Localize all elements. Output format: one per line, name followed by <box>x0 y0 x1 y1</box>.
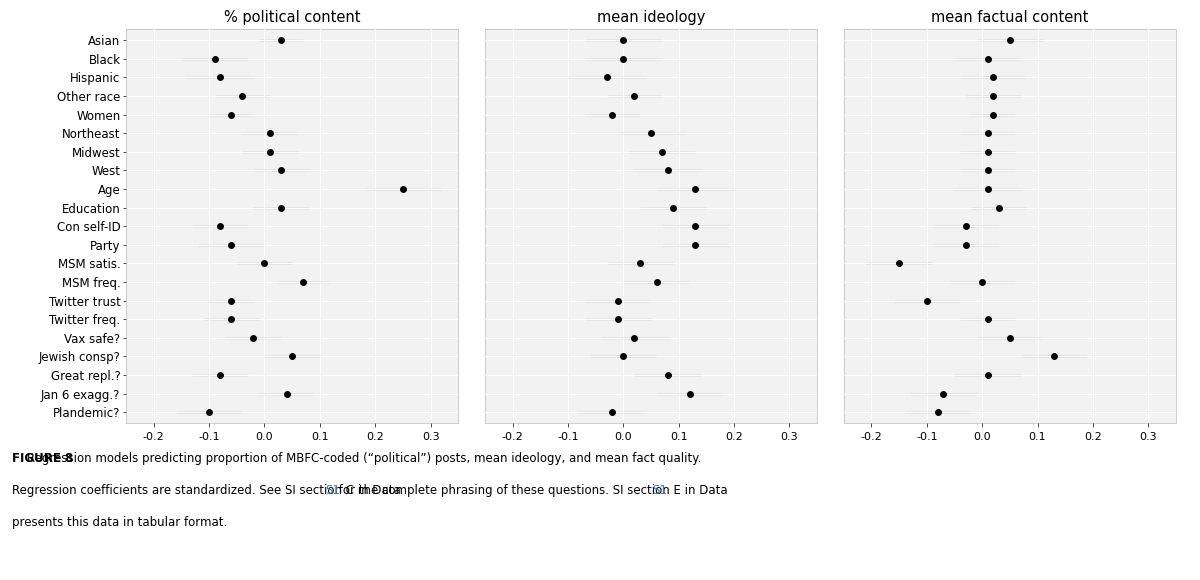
Title: % political content: % political content <box>224 10 360 25</box>
Title: mean ideology: mean ideology <box>596 10 706 25</box>
Text: FIGURE 8: FIGURE 8 <box>12 452 73 465</box>
Text: for the complete phrasing of these questions. SI section E in Data: for the complete phrasing of these quest… <box>335 484 731 497</box>
Text: S1: S1 <box>653 484 667 497</box>
Title: mean factual content: mean factual content <box>931 10 1088 25</box>
Text: Regression models predicting proportion of MBFC-coded (“political”) posts, mean : Regression models predicting proportion … <box>12 452 701 465</box>
Text: S1: S1 <box>325 484 340 497</box>
Text: Regression coefficients are standardized. See SI section C in Data: Regression coefficients are standardized… <box>12 484 404 497</box>
Text: presents this data in tabular format.: presents this data in tabular format. <box>12 516 227 529</box>
